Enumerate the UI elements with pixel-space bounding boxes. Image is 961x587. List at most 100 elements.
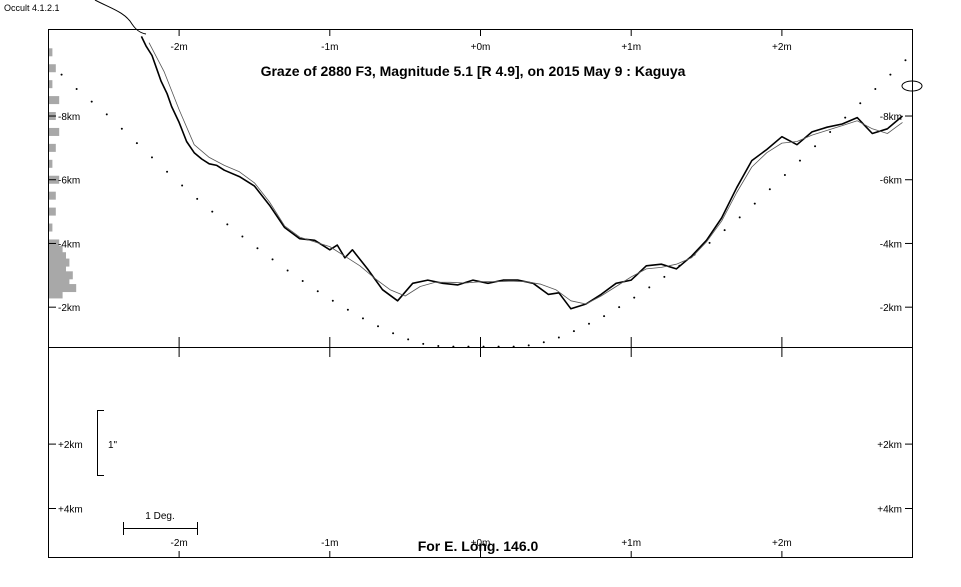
degree-scale-label: 1 Deg.: [145, 511, 174, 522]
bottom-x-tick-label: +2m: [772, 538, 792, 549]
histogram-bar: [49, 48, 53, 57]
side-histogram: [49, 48, 77, 299]
bottom-x-tick-label: +1m: [621, 538, 641, 549]
top-y-tick-label-right: -8km: [880, 112, 902, 123]
limb-dot: [572, 330, 575, 333]
limb-dot: [211, 210, 214, 213]
bottom-y-tick-label-left: +2km: [58, 440, 83, 451]
top-y-tick-label-left: -6km: [58, 176, 80, 187]
bottom-y-tick-label-left: +4km: [58, 505, 83, 516]
limb-dot: [346, 308, 349, 311]
histogram-bar: [49, 290, 63, 299]
top-y-tick-label-left: -8km: [58, 112, 80, 123]
limb-dot: [844, 116, 847, 119]
chart-title: Graze of 2880 F3, Magnitude 5.1 [R 4.9],…: [261, 63, 686, 79]
limb-dot: [150, 156, 153, 159]
limb-dot: [271, 258, 274, 261]
limb-dot: [768, 188, 771, 191]
bottom-x-tick-label: -2m: [170, 538, 187, 549]
limb-dot: [527, 344, 530, 347]
limb-dot: [753, 202, 756, 205]
limb-dot: [859, 102, 862, 105]
limb-dot: [648, 286, 651, 289]
limb-dot: [422, 342, 425, 345]
limb-dot: [904, 59, 907, 62]
limb-dot: [377, 325, 380, 328]
top-x-tick-label: +0m: [471, 42, 491, 53]
limb-dot: [437, 345, 440, 348]
histogram-bar: [49, 143, 56, 152]
bottom-x-tick-label: -1m: [321, 538, 338, 549]
top-y-tick-label-right: -4km: [880, 239, 902, 250]
limb-dot: [708, 241, 711, 244]
histogram-bar: [49, 127, 60, 136]
axis-ticks: -2m -1m +0m +1m +2m -2m -1m +0m +1m +2m -8km -8km -6…: [48, 30, 913, 557]
limb-dot: [783, 173, 786, 176]
limb-dot: [452, 345, 455, 348]
top-y-tick-label-left: -4km: [58, 239, 80, 250]
limb-dot: [286, 269, 289, 272]
bottom-y-tick-label-right: +2km: [877, 440, 902, 451]
longitude-footer: For E. Long. 146.0: [418, 538, 539, 554]
limb-dot: [512, 345, 515, 348]
limb-dot: [407, 338, 410, 341]
limb-dot: [829, 130, 832, 133]
limb-dot: [723, 229, 726, 232]
limb-dot: [241, 235, 244, 238]
limb-dot: [90, 100, 93, 103]
limb-dot: [618, 306, 621, 309]
limb-dot: [331, 299, 334, 302]
bottom-x-tick-label: +0m: [471, 538, 491, 549]
top-x-tick-label: -1m: [321, 42, 338, 53]
histogram-bar: [49, 258, 70, 267]
top-y-tick-label-left: -2km: [58, 303, 80, 314]
limb-dot: [889, 73, 892, 76]
histogram-bar: [49, 277, 70, 286]
histogram-bar: [49, 64, 56, 73]
histogram-bar: [49, 96, 60, 105]
limb-dot: [542, 341, 545, 344]
limb-dot: [196, 197, 199, 200]
histogram-bar: [49, 191, 56, 200]
limb-dot: [467, 345, 470, 348]
limb-dot: [166, 170, 169, 173]
app-version-label: Occult 4.1.2.1: [4, 3, 60, 13]
histogram-bar: [49, 245, 63, 254]
limb-dot: [361, 317, 364, 320]
top-x-tick-label: +1m: [621, 42, 641, 53]
top-y-tick-label-right: -2km: [880, 303, 902, 314]
limb-dot: [663, 275, 666, 278]
histogram-bar: [49, 80, 53, 89]
limb-dot: [497, 345, 500, 348]
limb-dot: [120, 127, 123, 130]
degree-scale-bar: 1 Deg.: [123, 511, 198, 535]
limb-dot: [226, 223, 229, 226]
limb-dot: [798, 159, 801, 162]
top-x-tick-label: +2m: [772, 42, 792, 53]
limb-dot: [874, 87, 877, 90]
limb-dot: [301, 280, 304, 283]
limb-dot: [60, 73, 63, 76]
top-y-tick-label-right: -6km: [880, 176, 902, 187]
histogram-bar: [49, 284, 77, 293]
limb-dotted-curve: [60, 59, 907, 348]
limb-dot: [392, 332, 395, 335]
histogram-bar: [49, 223, 53, 232]
limb-dot: [633, 296, 636, 299]
profile-lines: [140, 36, 904, 310]
limb-dot: [75, 87, 78, 90]
arcsec-scale-bar: 1": [97, 410, 118, 476]
limb-dot: [814, 145, 817, 148]
limb-dot: [256, 247, 259, 250]
arcsec-scale-label: 1": [108, 440, 118, 451]
observed-profile-line: [140, 36, 904, 310]
limb-dot: [738, 216, 741, 219]
smoothed-profile-line: [148, 42, 903, 305]
histogram-bar: [49, 264, 66, 273]
bottom-y-tick-label-right: +4km: [877, 505, 902, 516]
limb-dot: [482, 345, 485, 348]
limb-dot: [105, 113, 108, 116]
limb-dot: [603, 315, 606, 318]
top-x-tick-label: -2m: [170, 42, 187, 53]
histogram-bar: [49, 252, 66, 261]
